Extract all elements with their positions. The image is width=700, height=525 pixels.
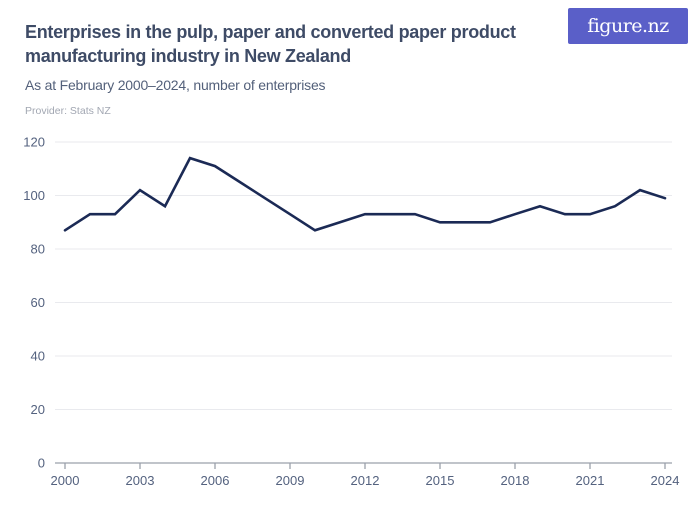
x-tick-label-2018: 2018 xyxy=(501,473,530,488)
y-tick-label-60: 60 xyxy=(31,295,45,310)
x-tick-label-2012: 2012 xyxy=(351,473,380,488)
x-tick-label-2009: 2009 xyxy=(276,473,305,488)
figure-nz-logo[interactable]: figure.nz xyxy=(568,8,688,44)
page-title: Enterprises in the pulp, paper and conve… xyxy=(25,22,516,66)
y-tick-label-120: 120 xyxy=(23,135,45,150)
y-tick-label-80: 80 xyxy=(31,242,45,257)
x-tick-label-2000: 2000 xyxy=(51,473,80,488)
y-tick-label-40: 40 xyxy=(31,349,45,364)
y-tick-label-0: 0 xyxy=(38,456,45,471)
enterprises-data-line xyxy=(63,156,667,232)
x-tick-label-2024: 2024 xyxy=(651,473,680,488)
provider-label: Provider: Stats NZ xyxy=(25,105,111,117)
x-tick-label-2003: 2003 xyxy=(126,473,155,488)
x-tick-label-2021: 2021 xyxy=(576,473,605,488)
y-tick-label-20: 20 xyxy=(31,402,45,417)
chart-subtitle: As at February 2000–2024, number of ente… xyxy=(25,77,326,93)
figure-nz-logo-text: figure.nz xyxy=(587,15,669,37)
x-tick-label-2006: 2006 xyxy=(201,473,230,488)
x-tick-label-2015: 2015 xyxy=(426,473,455,488)
y-tick-label-100: 100 xyxy=(23,188,45,203)
